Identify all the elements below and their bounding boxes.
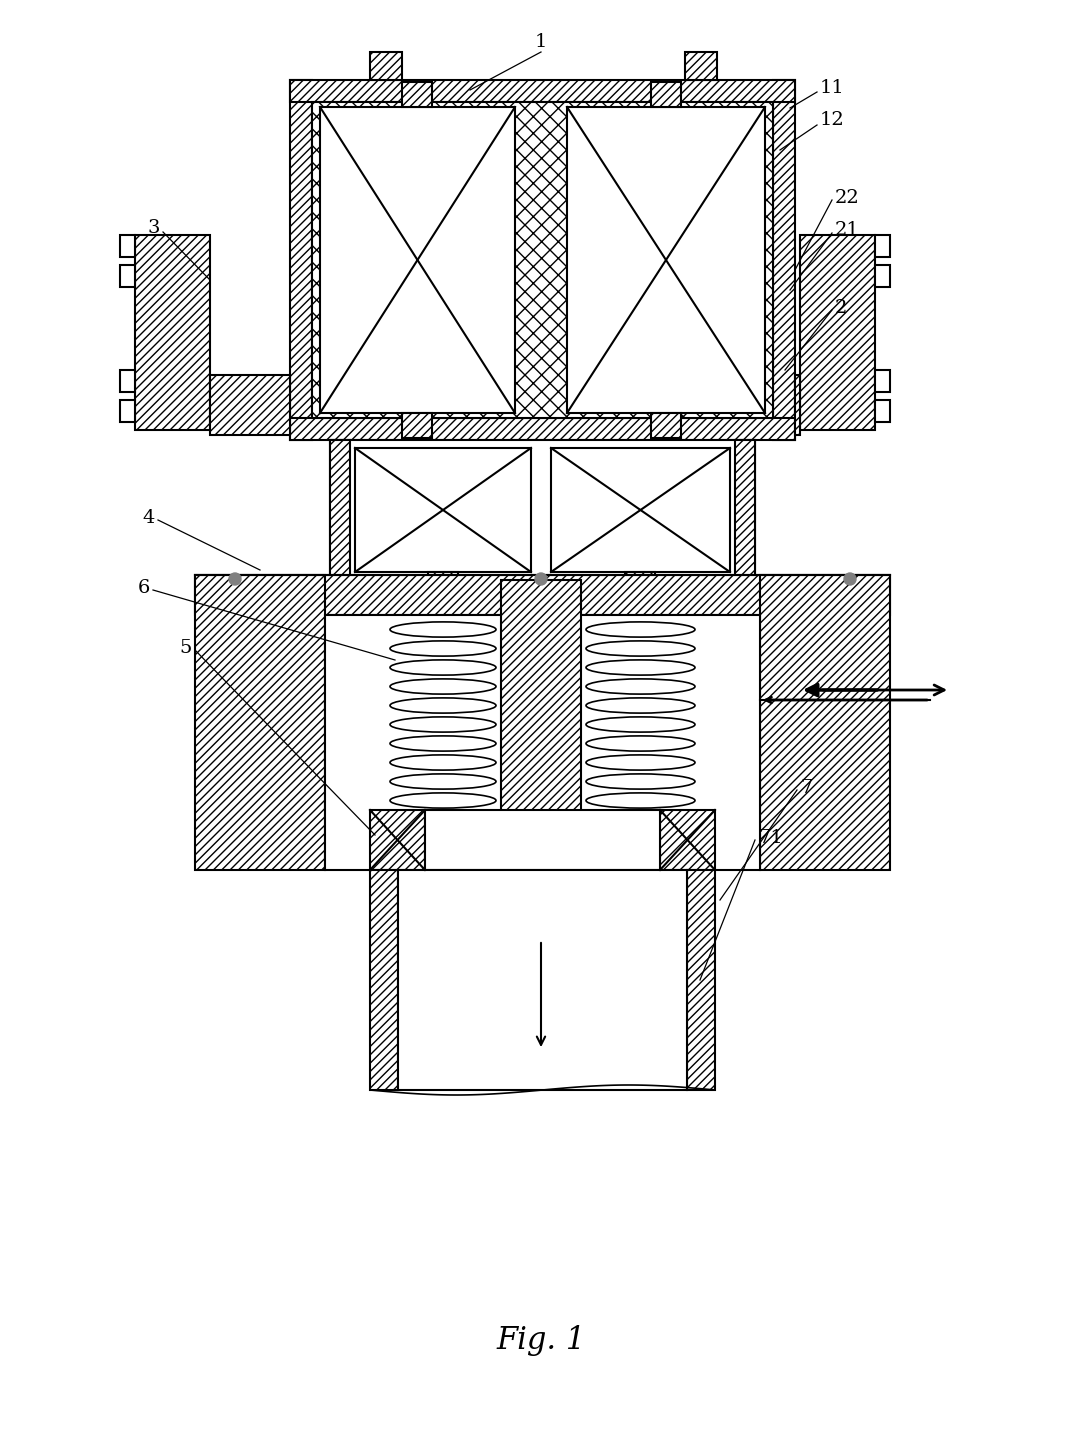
Bar [773, 80, 795, 440]
Circle shape [229, 573, 242, 584]
Text: 4: 4 [143, 509, 155, 527]
Bar [120, 264, 135, 287]
Text: 22: 22 [835, 189, 860, 207]
Bar [325, 614, 760, 870]
Bar [425, 810, 660, 870]
Bar [397, 870, 687, 1090]
Text: 1: 1 [535, 33, 547, 51]
Bar [290, 419, 795, 440]
Circle shape [535, 573, 547, 584]
Bar [760, 574, 890, 870]
Bar [290, 80, 795, 101]
Bar [370, 870, 397, 1090]
Bar [330, 440, 350, 580]
Text: Fig. 1: Fig. 1 [496, 1325, 586, 1356]
Bar [800, 234, 875, 430]
Bar [875, 264, 890, 287]
Text: 3: 3 [147, 219, 160, 237]
Bar [875, 234, 890, 257]
Text: 5: 5 [180, 639, 192, 657]
Bar [195, 574, 325, 870]
Bar [195, 574, 890, 614]
Bar [735, 440, 755, 580]
Bar [501, 580, 580, 870]
Bar [660, 810, 715, 870]
Bar [651, 413, 681, 439]
Bar [875, 370, 890, 392]
Text: 12: 12 [820, 111, 845, 129]
Bar [120, 234, 135, 257]
Bar [686, 51, 717, 80]
Bar [651, 81, 681, 107]
Bar [625, 572, 655, 587]
Bar [120, 370, 135, 392]
Bar [567, 107, 765, 413]
Bar [355, 449, 531, 572]
Bar [135, 234, 210, 430]
Bar [402, 413, 432, 439]
Text: 11: 11 [820, 79, 845, 97]
Text: 7: 7 [800, 779, 812, 797]
Bar [875, 400, 890, 422]
Text: 6: 6 [138, 579, 151, 597]
Bar [290, 80, 312, 440]
Bar [402, 81, 432, 107]
Bar [330, 440, 755, 580]
Circle shape [844, 573, 856, 584]
Bar [551, 449, 730, 572]
Bar [120, 400, 135, 422]
Bar [370, 810, 425, 870]
Bar [210, 374, 290, 434]
Text: 71: 71 [758, 829, 783, 847]
Bar [795, 374, 800, 434]
Text: 2: 2 [835, 299, 847, 317]
Bar [312, 101, 773, 419]
Bar [428, 572, 458, 587]
Bar [370, 51, 402, 80]
Text: 21: 21 [835, 221, 860, 239]
Bar [319, 107, 516, 413]
Bar [687, 870, 715, 1090]
